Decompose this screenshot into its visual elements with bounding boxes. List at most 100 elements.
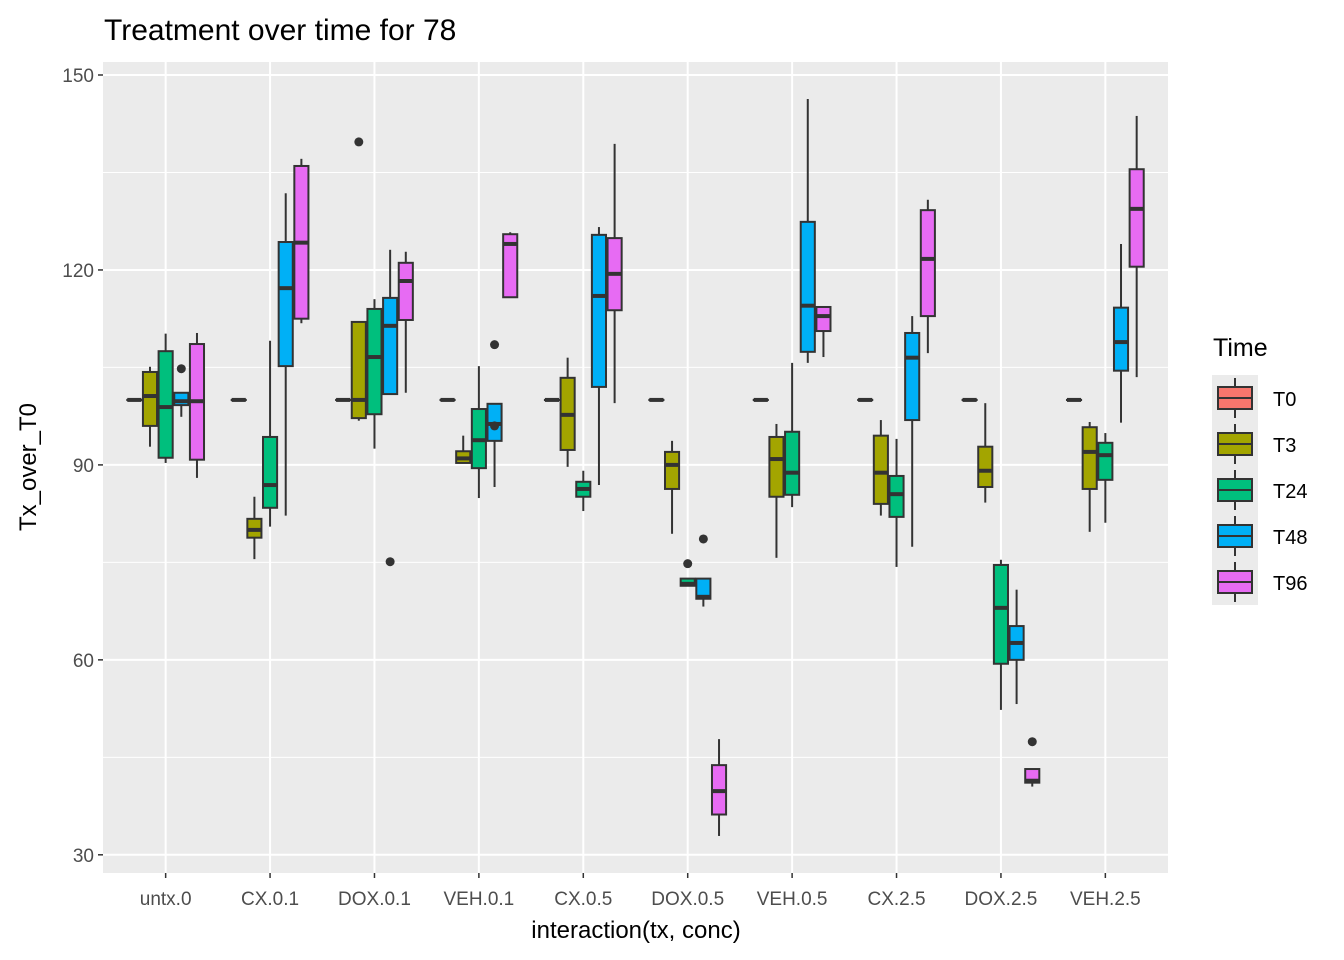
box-T24-CX.0.5	[575, 470, 592, 512]
box-iqr	[799, 220, 816, 353]
box-iqr	[919, 209, 936, 318]
box-T3-VEH.0.5	[768, 423, 785, 558]
box-T96-CX.0.5	[606, 143, 623, 404]
box-T48-VEH.0.5	[799, 99, 816, 363]
y-tick-label: 120	[62, 261, 94, 282]
box-iqr	[815, 305, 832, 333]
box-T24-VEH.0.1	[470, 366, 487, 499]
box-iqr	[992, 563, 1009, 665]
y-tick-label: 30	[73, 846, 94, 867]
outlier-point	[176, 364, 186, 374]
box-iqr	[350, 320, 367, 420]
box-T96-VEH.0.5	[815, 305, 832, 358]
box-T24-DOX.0.1	[366, 299, 383, 449]
outlier-point	[683, 559, 693, 569]
box-T96-untx.0	[188, 332, 206, 478]
box-iqr	[157, 350, 174, 459]
y-tick-label: 60	[73, 651, 94, 672]
box-iqr	[784, 430, 801, 496]
x-tick-label: VEH.0.1	[443, 889, 514, 910]
box-T96-CX.0.1	[293, 158, 310, 324]
box-T48-DOX.0.5	[695, 534, 712, 607]
box-T48-DOX.2.5	[1008, 589, 1025, 705]
outlier-point	[490, 340, 500, 350]
box-T3-DOX.0.1	[350, 137, 367, 421]
outlier-point	[490, 421, 500, 431]
box-iqr	[141, 370, 159, 427]
x-axis-title: interaction(tx, conc)	[531, 917, 740, 944]
y-axis-title: Tx_over_T0	[15, 403, 42, 531]
legend-item-T96: T96	[1217, 562, 1307, 602]
legend: Time T0 T3 T24 T48 T96	[1212, 334, 1307, 605]
box-T96-VEH.2.5	[1128, 115, 1145, 378]
x-tick-label: DOX.2.5	[965, 889, 1038, 910]
box-T48-untx.0	[173, 364, 190, 417]
box-T24-CX.2.5	[888, 438, 905, 567]
boxplot-boxes	[126, 99, 1145, 836]
box-iqr	[1081, 426, 1098, 490]
box-iqr	[1128, 168, 1145, 268]
x-tick-label: DOX.0.1	[338, 889, 411, 910]
y-tick-label: 150	[62, 66, 94, 87]
legend-item-T3: T3	[1217, 424, 1296, 464]
box-iqr	[1112, 306, 1130, 372]
box-T24-VEH.2.5	[1097, 433, 1114, 523]
box-T48-CX.0.1	[277, 193, 294, 516]
chart-title: Treatment over time for 78	[104, 14, 456, 47]
legend-item-T48: T48	[1217, 516, 1307, 556]
x-tick-label: untx.0	[140, 889, 192, 910]
outlier-point	[385, 557, 395, 567]
box-iqr	[502, 233, 519, 299]
box-iqr	[1097, 441, 1114, 481]
box-iqr	[977, 445, 994, 488]
box-T48-CX.2.5	[904, 316, 921, 547]
box-T96-DOX.0.1	[397, 251, 414, 393]
x-axis: untx.0 CX.0.1 DOX.0.1 VEH.0.1 CX.0.5 DOX.0.5 V…	[140, 873, 1141, 910]
box-T48-VEH.2.5	[1112, 243, 1130, 423]
outlier-point	[354, 137, 364, 147]
box-iqr	[768, 435, 785, 498]
legend-label: T3	[1273, 435, 1296, 457]
box-iqr	[277, 241, 294, 368]
box-iqr	[173, 391, 190, 407]
box-T96-DOX.2.5	[1024, 737, 1041, 787]
legend-label: T48	[1273, 527, 1307, 549]
box-T24-DOX.2.5	[992, 559, 1009, 710]
box-iqr	[872, 434, 889, 505]
legend-item-T0: T0	[1217, 378, 1296, 418]
box-T3-VEH.0.1	[455, 435, 472, 464]
box-T3-CX.0.5	[559, 357, 576, 467]
box-T24-DOX.0.5	[679, 559, 696, 587]
minor-gridlines	[103, 171, 1168, 758]
legend-title: Time	[1213, 334, 1268, 362]
box-T48-VEH.0.1	[486, 340, 503, 487]
box-iqr	[382, 296, 399, 396]
box-T3-DOX.0.5	[663, 440, 681, 534]
outlier-point	[698, 534, 708, 544]
box-T24-CX.0.1	[262, 340, 279, 527]
x-tick-label: CX.0.5	[554, 889, 612, 910]
box-T3-CX.0.1	[246, 496, 263, 560]
box-iqr	[904, 331, 921, 422]
outlier-point	[1027, 737, 1037, 747]
box-T3-DOX.2.5	[977, 403, 994, 503]
box-T96-CX.2.5	[919, 199, 936, 354]
box-iqr	[366, 307, 383, 416]
box-T3-VEH.2.5	[1081, 422, 1098, 532]
x-tick-label: CX.0.1	[241, 889, 299, 910]
box-iqr	[663, 450, 681, 490]
box-iqr	[262, 435, 279, 509]
box-T24-VEH.0.5	[784, 362, 801, 508]
y-axis: 30 60 90 120 150	[62, 66, 103, 867]
legend-label: T96	[1273, 573, 1307, 595]
box-iqr	[888, 474, 905, 518]
box-T48-CX.0.5	[590, 227, 608, 486]
x-tick-label: VEH.2.5	[1070, 889, 1141, 910]
box-T48-DOX.0.1	[382, 249, 399, 567]
box-T3-untx.0	[141, 366, 159, 447]
box-T96-VEH.0.1	[502, 232, 519, 299]
box-T3-CX.2.5	[872, 420, 889, 516]
x-tick-label: VEH.0.5	[757, 889, 828, 910]
box-iqr	[590, 233, 608, 388]
